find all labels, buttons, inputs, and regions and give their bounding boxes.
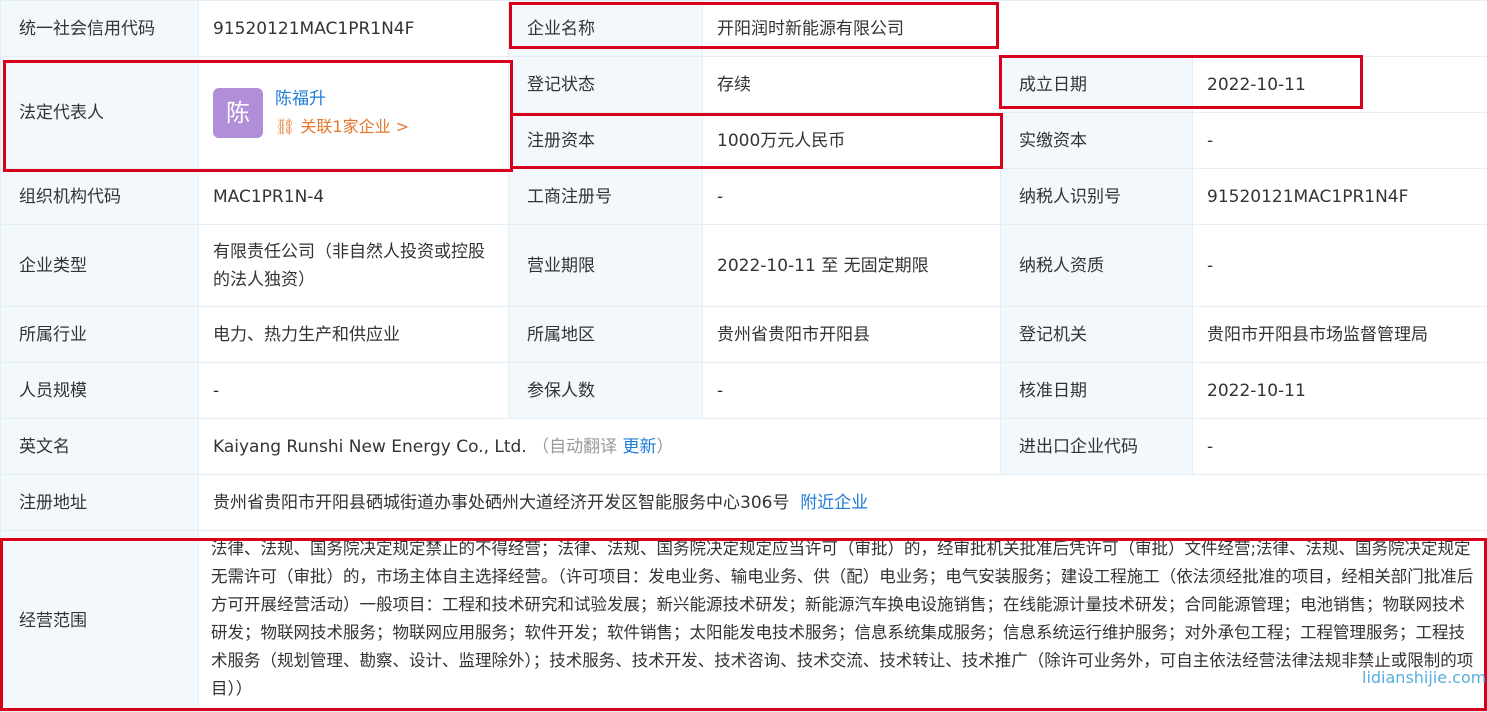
label-reg-capital: 注册资本	[509, 113, 703, 169]
label-found-date: 成立日期	[1001, 57, 1193, 113]
value-company-type: 有限责任公司（非自然人投资或控股的法人独资）	[199, 225, 509, 307]
value-insured: -	[703, 363, 1001, 419]
legal-rep-name-link[interactable]: 陈福升	[275, 88, 326, 109]
value-english-name: Kaiyang Runshi New Energy Co., Ltd. （自动翻…	[199, 419, 1001, 475]
label-company-name: 企业名称	[509, 1, 703, 57]
value-credit-code: 91520121MAC1PR1N4F	[199, 1, 509, 57]
label-paid-capital: 实缴资本	[1001, 113, 1193, 169]
label-biz-reg-no: 工商注册号	[509, 169, 703, 225]
avatar: 陈	[213, 87, 263, 138]
value-approval-date: 2022-10-11	[1193, 363, 1487, 419]
label-industry: 所属行业	[1, 307, 199, 363]
value-found-date: 2022-10-11	[1193, 57, 1487, 113]
value-company-name: 开阳润时新能源有限公司	[703, 1, 1487, 57]
label-insured: 参保人数	[509, 363, 703, 419]
label-staff-size: 人员规模	[1, 363, 199, 419]
value-reg-capital: 1000万元人民币	[703, 113, 1001, 169]
update-translation-link[interactable]: 更新	[622, 436, 657, 457]
value-reg-status: 存续	[703, 57, 1001, 113]
label-region: 所属地区	[509, 307, 703, 363]
value-staff-size: -	[199, 363, 509, 419]
value-taxpayer-id: 91520121MAC1PR1N4F	[1193, 169, 1487, 225]
value-taxpayer-qual: -	[1193, 225, 1487, 307]
value-biz-reg-no: -	[703, 169, 1001, 225]
label-taxpayer-qual: 纳税人资质	[1001, 225, 1193, 307]
network-icon: ⛓	[275, 116, 301, 136]
value-scope: 法律、法规、国务院决定规定禁止的不得经营；法律、法规、国务院决定规定应当许可（审…	[199, 531, 1487, 712]
value-ie-code: -	[1193, 419, 1487, 475]
label-scope: 经营范围	[1, 531, 199, 712]
value-address: 贵州省贵阳市开阳县硒城街道办事处硒州大道经济开发区智能服务中心306号 附近企业	[199, 475, 1487, 531]
value-region: 贵州省贵阳市开阳县	[703, 307, 1001, 363]
value-industry: 电力、热力生产和供应业	[199, 307, 509, 363]
label-taxpayer-id: 纳税人识别号	[1001, 169, 1193, 225]
value-reg-authority: 贵阳市开阳县市场监督管理局	[1193, 307, 1487, 363]
watermark: lidianshijie.com	[1362, 668, 1487, 687]
label-biz-term: 营业期限	[509, 225, 703, 307]
value-biz-term: 2022-10-11 至 无固定期限	[703, 225, 1001, 307]
label-ie-code: 进出口企业代码	[1001, 419, 1193, 475]
label-reg-authority: 登记机关	[1001, 307, 1193, 363]
related-companies-link[interactable]: ⛓ 关联1家企业 >	[275, 116, 410, 136]
label-reg-status: 登记状态	[509, 57, 703, 113]
label-company-type: 企业类型	[1, 225, 199, 307]
value-legal-rep: 陈 陈福升 ⛓ 关联1家企业 >	[199, 57, 509, 169]
nearby-companies-link[interactable]: 附近企业	[800, 492, 869, 513]
label-approval-date: 核准日期	[1001, 363, 1193, 419]
label-address: 注册地址	[1, 475, 199, 531]
label-english-name: 英文名	[1, 419, 199, 475]
label-legal-rep: 法定代表人	[1, 57, 199, 169]
value-org-code: MAC1PR1N-4	[199, 169, 509, 225]
label-credit-code: 统一社会信用代码	[1, 1, 199, 57]
label-org-code: 组织机构代码	[1, 169, 199, 225]
value-paid-capital: -	[1193, 113, 1487, 169]
